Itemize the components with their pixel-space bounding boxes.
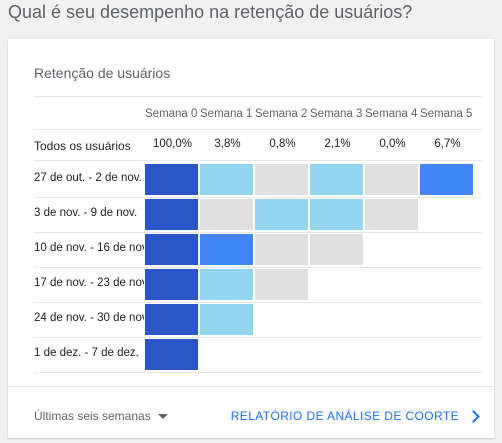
retention-cell[interactable] <box>255 269 308 300</box>
retention-cell[interactable] <box>365 199 418 230</box>
retention-cell[interactable] <box>145 269 198 300</box>
retention-cell[interactable] <box>255 234 308 265</box>
retention-cell[interactable] <box>255 164 308 195</box>
percentage-value: 0,8% <box>269 138 296 150</box>
retention-cell[interactable] <box>420 164 473 195</box>
grid-line <box>34 160 482 161</box>
retention-cell[interactable] <box>310 164 363 195</box>
grid-line <box>34 372 482 373</box>
cohort-report-link[interactable]: RELATÓRIO DE ANÁLISE DE COORTE <box>230 409 480 423</box>
retention-cell[interactable] <box>200 234 253 265</box>
footer-divider <box>8 386 494 387</box>
table-grid <box>34 39 482 438</box>
retention-cell[interactable] <box>255 199 308 230</box>
card-title: Retenção de usuários <box>34 65 171 81</box>
grid-line <box>34 302 482 303</box>
all-users-label: Todos os usuários <box>34 139 131 153</box>
title-divider <box>34 96 482 97</box>
cohort-label: 10 de nov. - 16 de nov. <box>34 242 144 254</box>
page-heading: Qual é seu desempenho na retenção de usu… <box>8 2 413 22</box>
percentage-value: 0,0% <box>379 138 406 150</box>
cohort-label: 17 de nov. - 23 de nov. <box>34 277 144 289</box>
cohort-label: 27 de out. - 2 de nov. <box>34 172 142 184</box>
retention-cell[interactable] <box>365 164 418 195</box>
percentage-value: 100,0% <box>152 138 192 150</box>
cohort-report-label: RELATÓRIO DE ANÁLISE DE COORTE <box>230 409 459 423</box>
cohort-label: 1 de dez. - 7 de dez. <box>34 347 139 359</box>
date-range-dropdown[interactable]: Últimas seis semanas <box>34 409 168 423</box>
retention-cell[interactable] <box>200 304 253 335</box>
retention-cell[interactable] <box>145 304 198 335</box>
percentage-value: 6,7% <box>434 138 461 150</box>
cohort-label: 24 de nov. - 30 de nov. <box>34 312 144 324</box>
week-header: Semana 1 <box>200 108 253 120</box>
retention-cell[interactable] <box>310 234 363 265</box>
retention-cell[interactable] <box>145 234 198 265</box>
retention-cell[interactable] <box>310 199 363 230</box>
retention-cell[interactable] <box>145 339 198 370</box>
retention-cell[interactable] <box>200 269 253 300</box>
retention-cell[interactable] <box>145 164 198 195</box>
grid-line <box>34 129 482 130</box>
percentage-value: 3,8% <box>214 138 241 150</box>
week-header: Semana 0 <box>145 108 198 120</box>
week-header: Semana 5 <box>420 108 473 120</box>
cohort-label: 3 de nov. - 9 de nov. <box>34 207 138 219</box>
grid-line <box>34 197 482 198</box>
chevron-right-icon <box>467 409 480 423</box>
week-header: Semana 2 <box>255 108 308 120</box>
retention-cell[interactable] <box>145 199 198 230</box>
retention-cell[interactable] <box>200 199 253 230</box>
grid-line <box>34 337 482 338</box>
retention-card: Retenção de usuários Semana 0 Semana 1 S… <box>8 39 494 438</box>
grid-line <box>34 267 482 268</box>
percentage-value: 2,1% <box>324 138 351 150</box>
caret-down-icon <box>157 413 168 419</box>
grid-line <box>34 232 482 233</box>
week-header: Semana 4 <box>365 108 418 120</box>
retention-cell[interactable] <box>200 164 253 195</box>
week-header: Semana 3 <box>310 108 363 120</box>
date-range-label: Últimas seis semanas <box>34 409 151 423</box>
